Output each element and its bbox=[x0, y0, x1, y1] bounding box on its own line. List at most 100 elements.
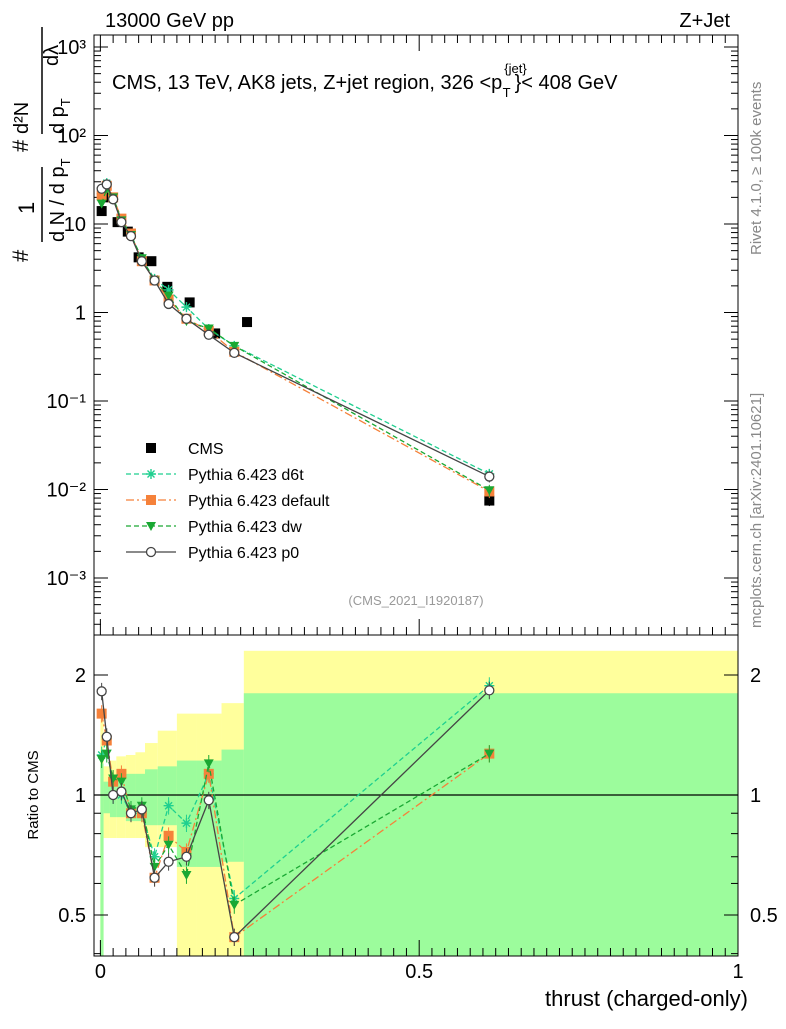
main-ylabel-numerator: 1 bbox=[14, 202, 39, 214]
ratio-data-point bbox=[101, 731, 112, 742]
main-data-point bbox=[107, 194, 119, 205]
x-tick-label: 0 bbox=[95, 961, 106, 983]
main-data-point bbox=[116, 216, 127, 228]
x-axis-label: thrust (charged-only) bbox=[545, 986, 748, 1011]
process-label: Z+Jet bbox=[679, 10, 730, 32]
legend-label: Pythia 6.423 p0 bbox=[188, 545, 299, 562]
ratio-data-point bbox=[203, 759, 214, 769]
legend-marker bbox=[146, 495, 156, 505]
ratio-data-point bbox=[116, 777, 127, 787]
main-data-point bbox=[149, 275, 160, 286]
ratio-y-tick-label: 2 bbox=[75, 665, 86, 687]
ratio-data-point bbox=[484, 685, 495, 696]
ratio-y-tick-label-right: 1 bbox=[750, 785, 761, 807]
inner-band-segment bbox=[221, 749, 244, 862]
main-y-tick-label: 1 bbox=[75, 303, 86, 325]
main-series-line bbox=[101, 184, 490, 493]
ratio-data-point bbox=[229, 900, 240, 910]
legend-label: Pythia 6.423 dw bbox=[188, 519, 302, 536]
ratio-data-point bbox=[149, 872, 160, 883]
main-series bbox=[96, 178, 495, 507]
legend-label: Pythia 6.423 d6t bbox=[188, 467, 304, 484]
main-data-point bbox=[484, 495, 495, 506]
main-y-tick-label: 10 bbox=[64, 214, 86, 236]
main-y-tick-label: 10² bbox=[57, 126, 86, 148]
ratio-data-point bbox=[163, 800, 174, 811]
ratio-data-point bbox=[116, 786, 127, 797]
ratio-data-point bbox=[163, 856, 174, 867]
ratio-data-point bbox=[125, 808, 137, 819]
x-tick-label: 1 bbox=[732, 961, 743, 983]
ratio-data-point bbox=[96, 708, 107, 719]
side-mcplots-label: mcplots.cern.ch [arXiv:2401.10621] bbox=[748, 393, 765, 628]
main-data-point bbox=[96, 190, 107, 201]
inner-band-segment bbox=[243, 693, 738, 956]
main-data-point bbox=[229, 347, 240, 358]
legend-label: Pythia 6.423 default bbox=[188, 493, 330, 510]
axes: 10⁻³ 10⁻² 10⁻¹ 1 10 10² 10³ 0 0.5 1 0.5 0.5 1 1 2 2 bbox=[47, 35, 778, 983]
main-y-tick-label: 10⁻¹ bbox=[47, 391, 87, 413]
ratio-data-point bbox=[163, 840, 174, 850]
main-data-point bbox=[163, 284, 174, 295]
ratio-y-tick-label: 0.5 bbox=[58, 905, 86, 927]
ratio-data-point bbox=[484, 749, 495, 759]
main-data-point bbox=[484, 486, 495, 496]
inner-band-segment bbox=[125, 773, 136, 822]
ratio-series-line bbox=[101, 752, 490, 906]
legend-marker bbox=[145, 546, 157, 558]
main-data-point bbox=[136, 256, 147, 267]
inner-band-segment bbox=[135, 773, 146, 822]
main-data-point bbox=[101, 192, 112, 203]
ratio-data-point bbox=[181, 851, 192, 862]
main-series-cms bbox=[96, 192, 495, 507]
ratio-data-point bbox=[229, 931, 240, 943]
ratio-series-pythia-6-423-dw bbox=[96, 745, 495, 914]
legend-marker bbox=[146, 522, 156, 531]
main-data-point bbox=[203, 329, 214, 340]
legend-marker bbox=[146, 469, 156, 479]
ratio-data-point bbox=[96, 755, 107, 765]
main-data-point bbox=[162, 281, 173, 292]
main-data-point bbox=[163, 298, 174, 310]
ratio-data-point bbox=[136, 804, 147, 815]
main-data-point bbox=[181, 313, 192, 324]
legend-entry: Pythia 6.423 default bbox=[126, 493, 330, 510]
inner-band-segment bbox=[145, 769, 158, 826]
inner-band-segment bbox=[103, 781, 110, 814]
x-tick-label: 0.5 bbox=[405, 961, 433, 983]
main-data-point bbox=[203, 324, 214, 334]
ratio-y-tick-label-right: 0.5 bbox=[750, 905, 778, 927]
main-series-pythia-6-423-d6t bbox=[96, 178, 495, 480]
ratio-data-point bbox=[203, 768, 214, 779]
ratio-data-point bbox=[101, 749, 112, 759]
main-data-point bbox=[163, 291, 174, 301]
main-data-point bbox=[146, 256, 157, 267]
legend-label: CMS bbox=[188, 441, 224, 458]
main-data-point bbox=[229, 341, 240, 351]
ratio-series bbox=[96, 677, 495, 947]
legend: CMS Pythia 6.423 d6t Pythia 6.423 default P… bbox=[126, 441, 330, 562]
plot-title: CMS, 13 TeV, AK8 jets, Z+jet region, 326… bbox=[112, 61, 618, 100]
main-data-point bbox=[125, 230, 137, 242]
main-ylabel-dpt: d pT bbox=[47, 98, 73, 134]
beam-label: 13000 GeV pp bbox=[105, 10, 234, 32]
main-y-tick-label: 10⁻³ bbox=[47, 568, 87, 590]
ratio-data-point bbox=[96, 686, 107, 697]
ratio-data-point bbox=[203, 795, 214, 806]
main-series-line bbox=[101, 183, 490, 478]
main-ylabel-dlambda: dλ bbox=[41, 45, 63, 66]
ratio-series-line bbox=[101, 689, 490, 939]
main-data-point bbox=[96, 206, 107, 217]
main-ylabel-hash: # bbox=[8, 249, 33, 262]
legend-entry: CMS bbox=[146, 441, 224, 458]
main-y-tick-label: 10³ bbox=[57, 37, 86, 59]
main-series-line bbox=[101, 181, 490, 475]
legend-marker bbox=[146, 443, 156, 453]
legend-entry: Pythia 6.423 p0 bbox=[126, 545, 299, 562]
main-series-pythia-6-423-p0 bbox=[96, 179, 495, 483]
side-rivet-label: Rivet 4.1.0, ≥ 100k events bbox=[748, 82, 765, 255]
main-ylabel-hash2: # bbox=[8, 139, 33, 152]
main-ylabel-denominator: d N / d pT bbox=[47, 158, 73, 242]
